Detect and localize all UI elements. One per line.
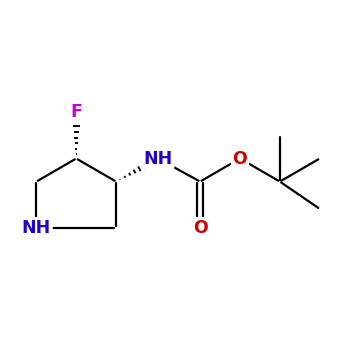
Text: F: F xyxy=(70,103,82,121)
Text: O: O xyxy=(233,149,247,168)
Text: NH: NH xyxy=(22,219,51,237)
Text: NH: NH xyxy=(143,149,173,168)
Text: O: O xyxy=(193,219,207,237)
